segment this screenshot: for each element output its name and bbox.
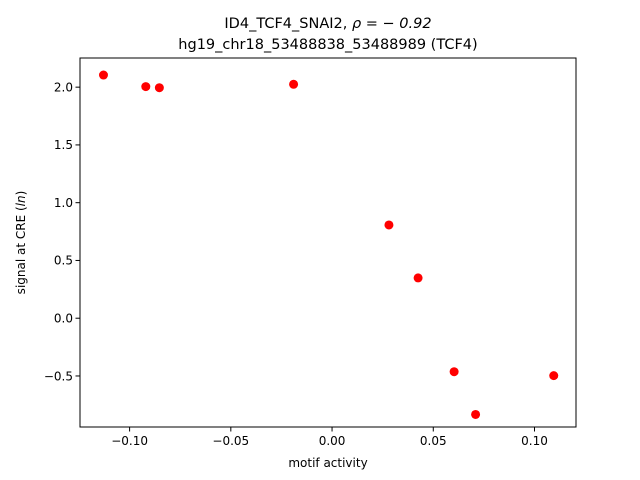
chart-title-line1: ID4_TCF4_SNAI2, ρ = − 0.92 — [224, 16, 431, 32]
x-tick-label: 0.10 — [521, 434, 548, 448]
plot-frame — [79, 57, 577, 428]
x-tick-label: −0.10 — [111, 434, 148, 448]
chart-title-line2: hg19_chr18_53488838_53488989 (TCF4) — [178, 37, 477, 53]
x-tick-label: −0.05 — [212, 434, 249, 448]
y-axis-label-unit: ln — [14, 195, 28, 206]
data-point — [549, 371, 559, 381]
y-tick-label: 0.0 — [54, 312, 73, 326]
chart-title-prefix: ID4_TCF4_SNAI2, — [224, 16, 352, 32]
y-axis-label: signal at CRE (ln) — [14, 191, 28, 295]
y-axis-ticks: −0.5 0.0 0.5 1.0 1.5 2.0 — [44, 80, 80, 383]
x-axis-label: motif activity — [288, 456, 367, 470]
data-point — [413, 273, 423, 283]
y-tick-label: 1.5 — [54, 138, 73, 152]
data-point — [154, 83, 164, 93]
x-tick-label: 0.00 — [319, 434, 346, 448]
data-point — [98, 70, 108, 80]
x-tick-label: 0.05 — [420, 434, 447, 448]
y-tick-label: 1.0 — [54, 196, 73, 210]
data-point — [471, 409, 481, 419]
data-points — [98, 70, 559, 419]
x-axis-ticks: −0.10 −0.05 0.00 0.05 0.10 — [111, 427, 548, 448]
y-tick-label: −0.5 — [44, 369, 73, 383]
y-tick-label: 0.5 — [54, 254, 73, 268]
chart-title-rho: ρ = − 0.92 — [352, 16, 432, 32]
data-point — [141, 82, 151, 92]
data-point — [449, 367, 459, 377]
y-axis-label-prefix: signal at CRE ( — [14, 206, 28, 294]
data-point — [289, 79, 299, 89]
y-tick-label: 2.0 — [54, 80, 73, 94]
y-axis-label-suffix: ) — [14, 191, 28, 196]
data-point — [384, 220, 394, 230]
